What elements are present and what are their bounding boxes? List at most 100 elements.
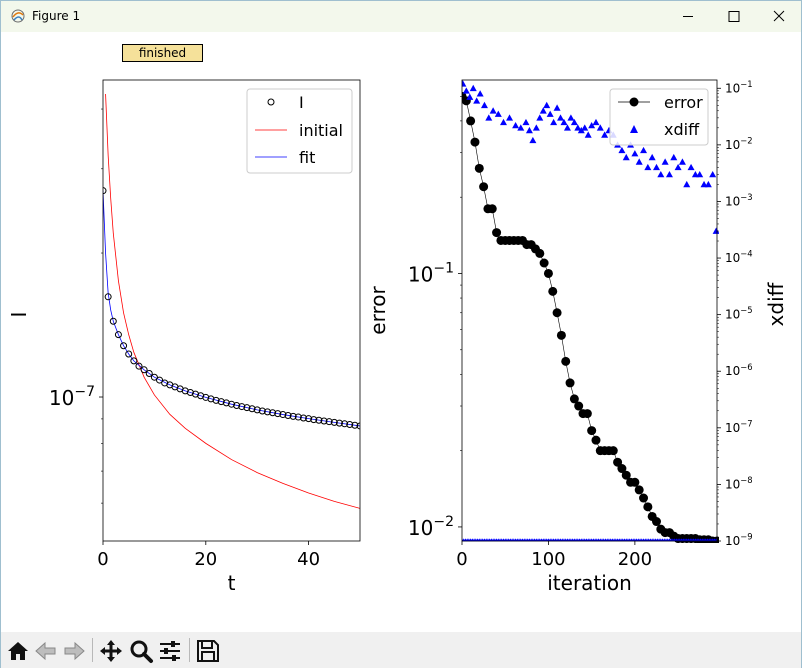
data-point-xdiff <box>499 118 507 126</box>
data-point-xdiff <box>584 131 592 138</box>
data-point-error <box>591 435 601 445</box>
data-point-xdiff <box>665 170 673 178</box>
legend-label-xdiff: xdiff <box>664 120 700 139</box>
data-point-error <box>543 268 553 278</box>
data-point-xdiff <box>563 124 571 131</box>
data-point-error <box>561 356 571 366</box>
data-point-I <box>109 317 117 325</box>
data-point-error <box>617 464 627 474</box>
data-point-I <box>341 420 349 428</box>
y2-tick-label: 10−9 <box>725 532 753 548</box>
data-point-xdiff <box>506 114 514 121</box>
data-point-xdiff <box>574 124 582 131</box>
data-point-error <box>466 116 476 126</box>
data-point-I <box>346 421 354 429</box>
minimize-button[interactable] <box>665 1 711 32</box>
forward-arrow-icon[interactable] <box>61 638 87 664</box>
data-point-error <box>539 258 549 268</box>
legend-marker-xdiff <box>630 125 638 133</box>
data-point-error <box>479 182 489 192</box>
data-point-xdiff <box>622 153 630 161</box>
data-point-I <box>325 418 333 426</box>
close-button[interactable] <box>756 1 802 32</box>
save-icon[interactable] <box>195 638 221 664</box>
data-point-xdiff <box>640 146 648 154</box>
data-point-xdiff <box>631 150 639 157</box>
data-point-xdiff <box>532 124 540 131</box>
data-point-error <box>574 401 584 411</box>
data-point-I <box>335 419 343 427</box>
data-point-xdiff <box>652 163 660 171</box>
series-fit-line <box>103 190 360 427</box>
data-point-I <box>289 412 297 420</box>
data-point-I <box>299 414 307 422</box>
y-axis-label: error <box>366 286 390 335</box>
data-point-I <box>202 393 210 401</box>
data-point-I <box>310 416 318 424</box>
plot-area <box>462 80 719 543</box>
data-point-xdiff <box>635 158 643 165</box>
data-point-I <box>279 411 287 419</box>
legend-label-fit: fit <box>299 148 315 167</box>
data-point-xdiff <box>687 163 695 171</box>
legend-label-I: I <box>299 93 304 112</box>
data-point-xdiff <box>462 87 470 94</box>
data-point-I <box>145 369 153 377</box>
data-point-error <box>634 485 644 495</box>
data-point-xdiff <box>517 124 525 131</box>
title-bar[interactable]: Figure 1 <box>1 1 801 32</box>
x-tick-label: 20 <box>194 549 217 570</box>
y-tick-label: 10−1 <box>408 260 454 286</box>
data-point-I <box>130 357 138 365</box>
back-arrow-icon[interactable] <box>33 638 59 664</box>
window-title: Figure 1 <box>32 9 81 23</box>
data-point-I <box>207 395 215 403</box>
axes-frame <box>461 79 718 542</box>
data-point-error <box>492 228 502 238</box>
maximize-button[interactable] <box>711 1 757 32</box>
data-point-error <box>548 286 558 296</box>
data-point-I <box>294 413 302 421</box>
data-point-xdiff <box>567 114 575 121</box>
data-point-I <box>222 399 230 407</box>
data-point-I <box>238 403 246 411</box>
x-tick-label: 100 <box>531 549 565 570</box>
data-point-I <box>263 408 271 416</box>
data-point-error <box>552 308 562 318</box>
data-point-xdiff <box>560 118 568 126</box>
configure-subplots-icon[interactable] <box>157 638 183 664</box>
x-axis-label: iteration <box>547 571 632 595</box>
data-point-xdiff <box>661 158 669 165</box>
pan-icon[interactable] <box>98 638 124 664</box>
zoom-icon[interactable] <box>128 638 154 664</box>
data-point-error <box>487 204 497 214</box>
status-badge: finished <box>122 44 203 62</box>
data-point-I <box>217 398 225 406</box>
data-point-I <box>140 366 148 374</box>
y2-tick-label: 10−1 <box>725 79 753 95</box>
data-point-I <box>284 411 292 419</box>
data-point-error <box>613 457 623 467</box>
legend-box <box>246 88 353 174</box>
data-point-I <box>212 396 220 404</box>
toolbar-separator <box>92 638 93 662</box>
data-point-xdiff <box>473 97 481 104</box>
data-point-xdiff <box>557 114 565 121</box>
app-logo-icon <box>11 9 25 23</box>
data-point-error <box>470 137 480 147</box>
y2-tick-label: 10−4 <box>725 249 753 265</box>
data-point-error <box>569 394 579 404</box>
toolbar-separator <box>189 638 190 662</box>
data-point-xdiff <box>644 163 652 171</box>
data-point-xdiff <box>696 170 704 178</box>
data-point-xdiff <box>529 136 537 144</box>
y2-tick-label: 10−6 <box>725 362 753 378</box>
data-point-I <box>125 350 133 358</box>
data-point-error <box>582 409 592 419</box>
data-point-I <box>104 293 112 301</box>
home-icon[interactable] <box>5 638 31 664</box>
legend-marker-I <box>267 98 275 106</box>
legend-label-error: error <box>664 93 703 112</box>
